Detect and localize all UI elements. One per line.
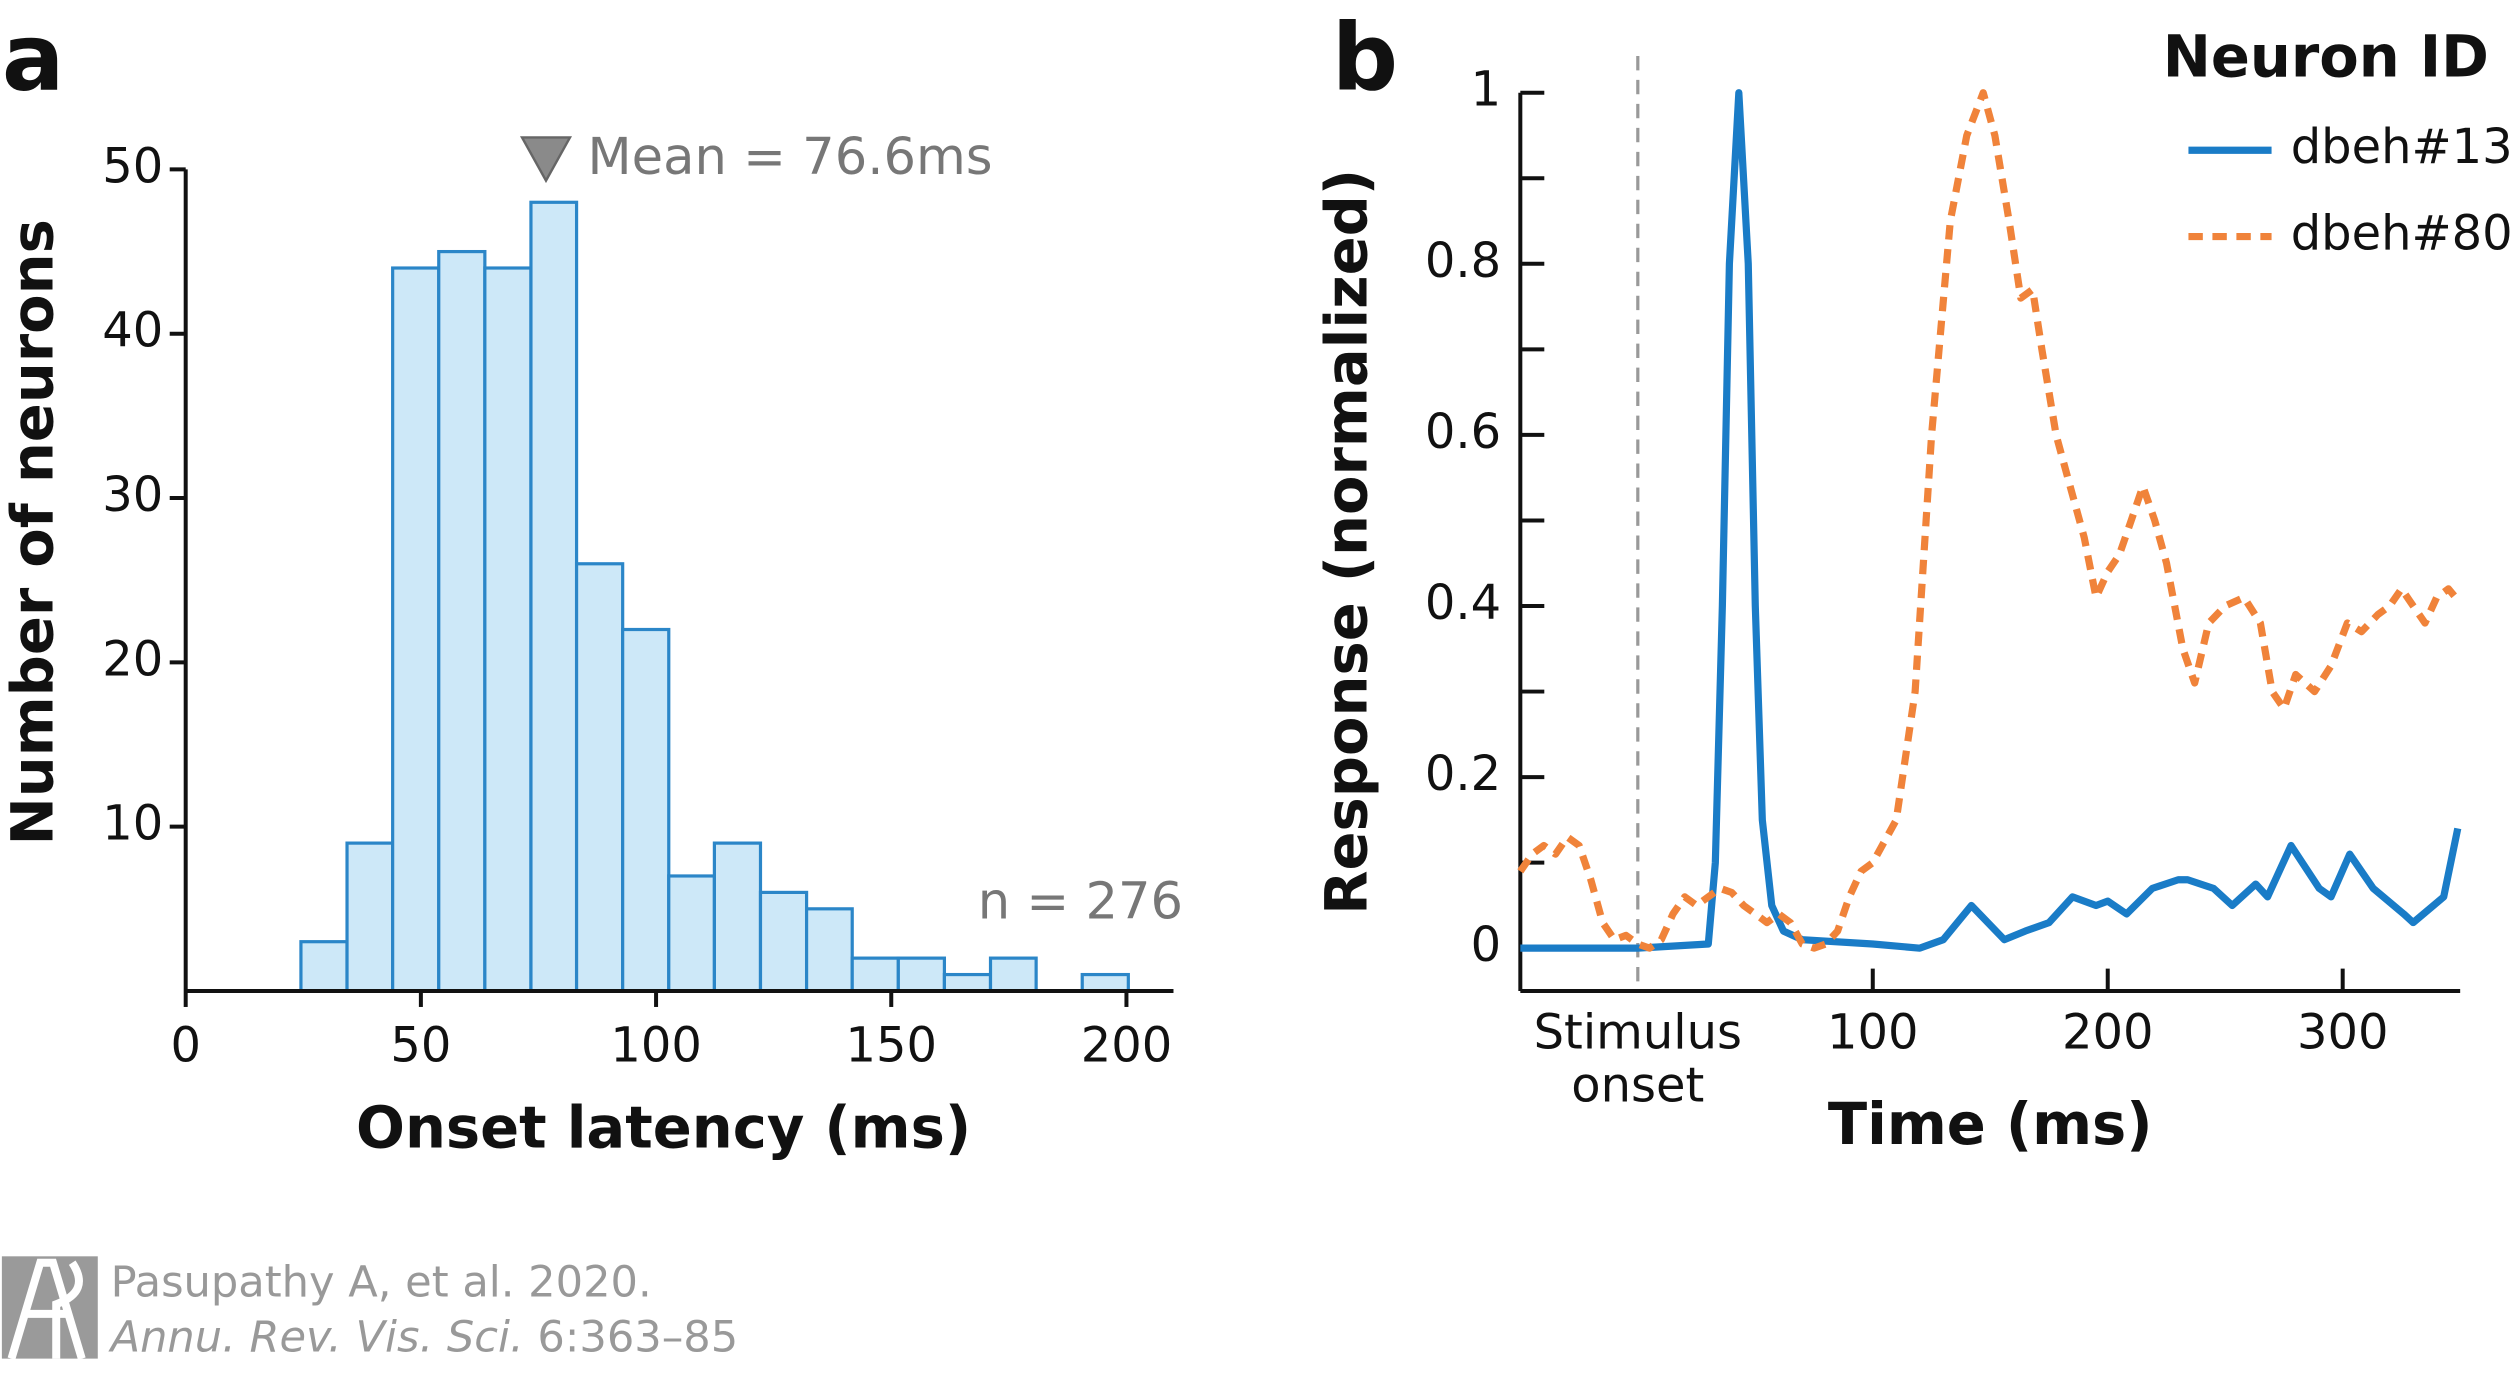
x-tick-label: 100: [610, 1018, 702, 1074]
logo-mark: [7, 1258, 86, 1360]
y-tick-label: 0.4: [1425, 575, 1501, 631]
y-tick-label: 50: [102, 138, 163, 194]
x-tick-label: 200: [2062, 1005, 2154, 1061]
bar: [299, 940, 349, 993]
y-axis-title: Number of neurons: [0, 219, 67, 845]
mean-marker: [519, 136, 573, 184]
x-tick-label: 0: [170, 1018, 201, 1074]
x-tick-label: 150: [846, 1018, 938, 1074]
y-tick-label: 0: [1471, 917, 1502, 973]
x-tick-label: 100: [1827, 1005, 1919, 1061]
x-tick-label: 300: [2297, 1005, 2389, 1061]
bar: [574, 562, 625, 993]
citation: Pasupathy A, et al. 2020.: [111, 1258, 652, 1308]
x-tick-label: Stimulus onset: [1533, 1006, 1742, 1115]
legend-title: Neuron ID: [2163, 23, 2489, 90]
panel-label: b: [1332, 3, 1398, 111]
bar: [758, 890, 809, 993]
journal-line: Annu. Rev. Vis. Sci. 6:363–85: [108, 1312, 739, 1362]
bar: [804, 907, 854, 993]
bar: [712, 841, 763, 993]
bar: [529, 200, 579, 993]
bar: [483, 266, 533, 993]
y-tick-label: 0.6: [1425, 404, 1501, 460]
x-axis-title: Onset latency (ms): [356, 1094, 971, 1161]
y-tick-label: 0.8: [1425, 233, 1501, 289]
y-axis-title: Response (normalized): [1314, 169, 1381, 915]
series-line: [1520, 89, 2462, 952]
bar: [850, 956, 900, 993]
y-tick-label: 0.2: [1425, 746, 1501, 802]
legend-label: dbeh#13: [2291, 119, 2510, 175]
bar: [345, 841, 395, 993]
y-tick-label: 10: [102, 796, 163, 852]
onset-label-box: Stimulus onset: [1533, 1006, 1742, 1115]
count-label: n = 276: [978, 873, 1183, 932]
bar: [667, 874, 716, 993]
bar: [942, 972, 993, 993]
mean-label: Mean = 76.6ms: [588, 128, 993, 187]
legend-label: dbeh#80: [2291, 206, 2510, 262]
y-tick-label: 40: [102, 303, 163, 359]
y-tick-label: 30: [102, 467, 163, 523]
pages: 6:363–85: [537, 1312, 738, 1362]
series-line: [1517, 89, 2459, 952]
panel-label: a: [2, 3, 65, 111]
bar: [621, 627, 671, 993]
x-tick-label: 200: [1081, 1018, 1172, 1074]
bar: [988, 956, 1038, 993]
bar: [896, 956, 947, 993]
y-tick-label: 20: [102, 631, 163, 687]
journal: Annu. Rev. Vis. Sci.: [108, 1312, 524, 1362]
bar: [391, 266, 441, 993]
y-tick-label: 1: [1471, 62, 1502, 118]
bar: [1080, 972, 1130, 993]
x-axis-title: Time (ms): [1828, 1091, 2153, 1158]
x-tick-label: 50: [390, 1018, 451, 1074]
bar: [437, 249, 487, 993]
